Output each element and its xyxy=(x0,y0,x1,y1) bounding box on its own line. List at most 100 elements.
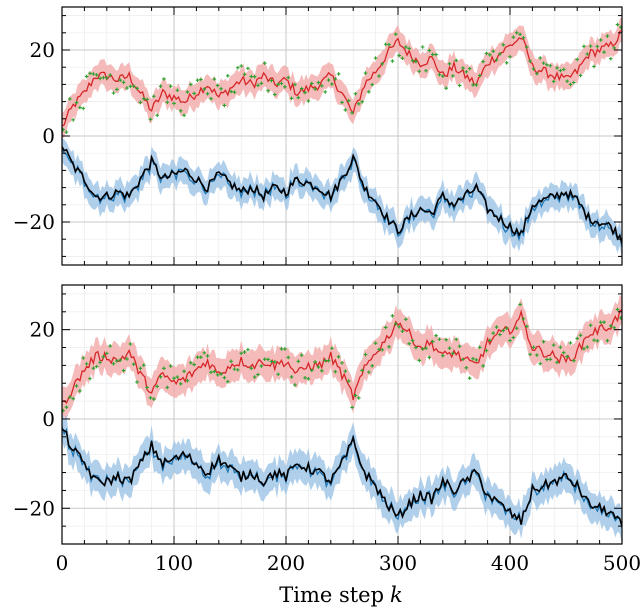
measurement-point xyxy=(138,366,143,371)
measurement-point xyxy=(474,358,479,362)
measurement-point xyxy=(158,84,163,89)
measurement-point xyxy=(424,68,428,73)
measurement-point xyxy=(367,90,371,94)
measurement-point xyxy=(434,333,438,338)
measurement-point xyxy=(410,58,415,63)
measurement-point xyxy=(561,350,566,355)
measurement-point xyxy=(454,337,459,342)
measurement-point xyxy=(316,365,321,369)
measurement-point xyxy=(612,46,616,50)
measurement-point xyxy=(430,52,435,57)
measurement-point xyxy=(178,382,183,386)
measurement-point xyxy=(145,385,149,390)
measurement-point xyxy=(81,106,86,111)
measurement-point xyxy=(135,86,139,91)
measurement-point xyxy=(189,82,193,87)
measurement-point xyxy=(289,96,294,101)
measurement-point xyxy=(417,69,422,74)
measurement-point xyxy=(488,338,492,343)
measurement-point xyxy=(474,83,479,87)
y-tick-label: −20 xyxy=(13,210,55,234)
measurement-point xyxy=(464,69,469,74)
measurement-point xyxy=(615,307,620,312)
measurement-point xyxy=(182,113,186,118)
measurement-point xyxy=(592,64,596,69)
measurement-point xyxy=(343,369,348,374)
measurement-point xyxy=(296,359,301,364)
measurement-point xyxy=(215,83,220,88)
measurement-point xyxy=(205,354,210,358)
measurement-point xyxy=(286,355,291,360)
measurement-point xyxy=(511,335,516,340)
measurement-point xyxy=(279,81,284,86)
measurement-point xyxy=(266,88,270,93)
measurement-point xyxy=(172,376,176,381)
measurement-point xyxy=(551,343,556,347)
measurement-point xyxy=(410,338,415,343)
measurement-point xyxy=(373,56,378,60)
measurement-point xyxy=(246,347,250,352)
measurement-point xyxy=(501,328,506,333)
measurement-point xyxy=(131,362,136,366)
measurement-point xyxy=(430,339,435,344)
measurement-point xyxy=(135,380,139,384)
measurement-point xyxy=(511,35,516,39)
top-panel: −20 0 20 xyxy=(13,6,623,266)
measurement-point xyxy=(387,42,391,47)
measurement-point xyxy=(68,395,72,399)
measurement-point xyxy=(256,372,260,377)
measurement-point xyxy=(377,347,381,352)
measurement-point xyxy=(541,61,546,65)
measurement-point xyxy=(293,82,297,87)
measurement-point xyxy=(447,62,452,66)
measurement-point xyxy=(141,96,146,101)
measurement-point xyxy=(481,364,485,368)
measurement-point xyxy=(78,105,82,110)
measurement-point xyxy=(202,87,207,91)
measurement-point xyxy=(145,97,149,102)
measurement-point xyxy=(461,357,465,362)
measurement-point xyxy=(62,408,65,413)
measurement-point xyxy=(289,375,294,379)
measurement-point xyxy=(209,370,213,375)
measurement-point xyxy=(323,90,327,94)
measurement-point xyxy=(306,99,311,103)
upper-mean-line xyxy=(62,309,622,404)
measurement-point xyxy=(491,331,495,336)
measurement-point xyxy=(279,347,284,351)
measurement-point xyxy=(387,345,391,349)
measurement-point xyxy=(162,366,166,371)
measurement-point xyxy=(353,91,358,96)
measurement-point xyxy=(262,357,267,361)
measurement-point xyxy=(585,345,590,349)
measurement-point xyxy=(262,61,267,65)
measurement-point xyxy=(239,64,243,68)
axis-ticks xyxy=(61,7,623,265)
measurement-point xyxy=(525,45,529,49)
measurement-point xyxy=(175,375,180,379)
measurement-point xyxy=(444,337,448,342)
measurement-point xyxy=(165,100,170,105)
measurement-point xyxy=(612,325,616,330)
measurement-point xyxy=(602,50,606,55)
measurement-point xyxy=(111,361,116,366)
measurement-point xyxy=(306,376,311,381)
x-tick-label: 500 xyxy=(603,551,641,575)
measurement-point xyxy=(212,77,217,81)
measurement-point xyxy=(195,78,200,82)
measurement-point xyxy=(548,357,553,362)
measurement-point xyxy=(370,363,375,368)
measurement-point xyxy=(498,332,502,337)
measurement-point xyxy=(222,375,227,380)
measurement-point xyxy=(558,68,563,73)
measurement-point xyxy=(494,325,499,329)
measurement-point xyxy=(575,57,579,62)
lower-confidence-band xyxy=(62,137,622,261)
measurement-point xyxy=(269,78,274,83)
y-tick-label: 20 xyxy=(30,38,55,62)
measurement-point xyxy=(427,355,432,360)
measurement-point xyxy=(299,353,304,357)
measurement-point xyxy=(357,396,361,400)
measurement-point xyxy=(528,352,532,357)
measurement-point xyxy=(565,354,569,359)
